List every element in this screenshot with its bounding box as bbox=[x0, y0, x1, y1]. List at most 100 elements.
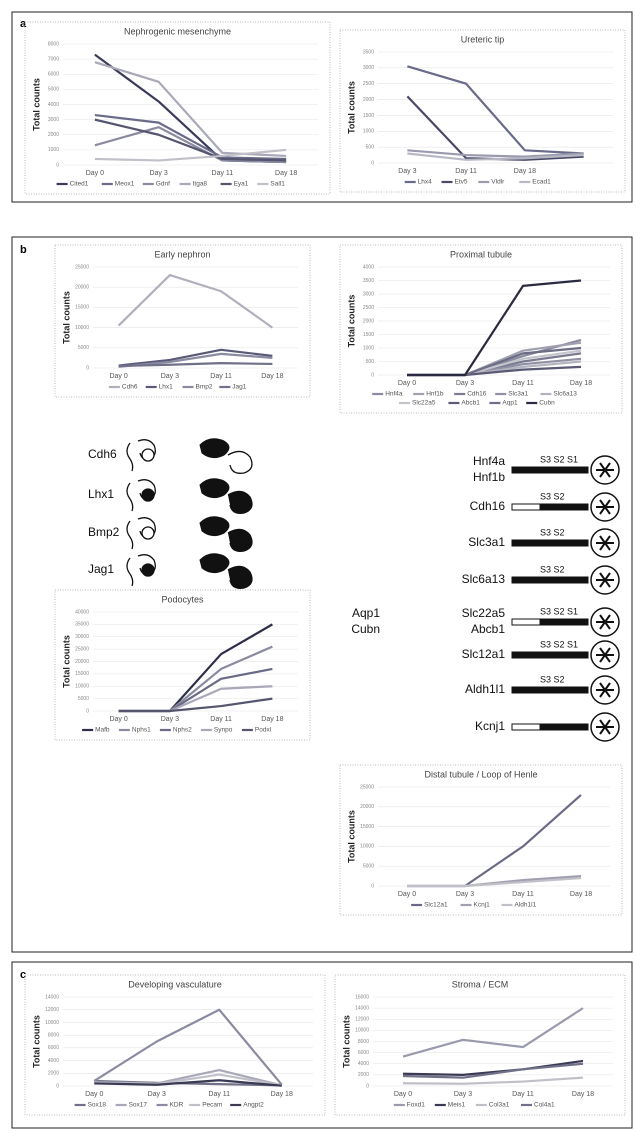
y-tick-label: 4000 bbox=[358, 1061, 369, 1067]
legend-label: Ecad1 bbox=[532, 179, 551, 186]
chart-frame bbox=[339, 29, 626, 193]
x-tick-label: Day 18 bbox=[261, 373, 283, 380]
legend-label: Hnf1b bbox=[426, 391, 444, 398]
y-tick-label: 1000 bbox=[48, 147, 59, 153]
sshape-body bbox=[199, 478, 230, 499]
x-tick-label: Day 18 bbox=[271, 1091, 293, 1098]
legend-label: Jag1 bbox=[232, 384, 246, 391]
legend-label: Pecam bbox=[202, 1102, 222, 1109]
data-line bbox=[402, 1059, 584, 1076]
legend-label: Angpt2 bbox=[243, 1102, 264, 1109]
legend-label: Mafb bbox=[95, 727, 110, 734]
y-tick-label: 6000 bbox=[48, 72, 59, 78]
x-tick-label: Day 18 bbox=[570, 380, 592, 387]
x-tick-label: Day 3 bbox=[149, 170, 167, 177]
x-tick-label: Day 11 bbox=[512, 380, 534, 387]
gene-label: Aqp1 bbox=[352, 606, 380, 620]
y-tick-label: 3000 bbox=[363, 65, 374, 71]
data-line bbox=[407, 152, 584, 161]
y-tick-label: 5000 bbox=[48, 87, 59, 93]
x-tick-label: Day 18 bbox=[275, 170, 297, 177]
segment-label: S3 S2 S1 bbox=[540, 606, 578, 616]
legend-label: Meis1 bbox=[448, 1102, 466, 1109]
legend-label: Slc6a13 bbox=[553, 391, 577, 398]
y-tick-label: 0 bbox=[86, 365, 89, 371]
y-tick-label: 2000 bbox=[363, 97, 374, 103]
y-tick-label: 1500 bbox=[363, 113, 374, 119]
chart-frame bbox=[339, 764, 623, 916]
y-tick-label: 20000 bbox=[75, 285, 89, 291]
y-tick-label: 500 bbox=[366, 359, 375, 365]
nephron-drawing bbox=[126, 439, 156, 472]
legend-label: Meox1 bbox=[115, 181, 135, 188]
y-tick-label: 4000 bbox=[48, 102, 59, 108]
chart-title: Distal tubule / Loop of Henle bbox=[424, 769, 537, 779]
chart-frame bbox=[339, 244, 623, 414]
glomerulus-tree bbox=[596, 614, 614, 630]
data-line bbox=[93, 1008, 283, 1086]
panel-label: a bbox=[20, 18, 27, 30]
segment-label: S3 S2 bbox=[540, 491, 565, 501]
data-line bbox=[407, 279, 582, 377]
legend-label: Cdh6 bbox=[122, 384, 138, 391]
data-line bbox=[407, 149, 584, 158]
x-tick-label: Day 0 bbox=[109, 716, 127, 723]
nephron-drawing bbox=[199, 553, 253, 589]
gene-label: Slc22a5 bbox=[462, 606, 506, 620]
legend-label: Nphs2 bbox=[173, 727, 192, 734]
legend-label: KDR bbox=[170, 1102, 184, 1109]
legend-label: Sox17 bbox=[129, 1102, 148, 1109]
data-line bbox=[118, 697, 273, 713]
gene-label: Slc12a1 bbox=[462, 647, 506, 661]
y-tick-label: 0 bbox=[86, 708, 89, 714]
sshape-tail bbox=[227, 490, 253, 514]
sshape-body bbox=[199, 516, 230, 537]
y-tick-label: 0 bbox=[371, 160, 374, 166]
y-tick-label: 25000 bbox=[360, 784, 374, 790]
vesicle bbox=[141, 488, 155, 502]
tubule-bar bbox=[539, 723, 589, 731]
y-tick-label: 20000 bbox=[75, 659, 89, 665]
y-axis-label: Total counts bbox=[346, 810, 356, 863]
segment-label: S3 S2 S1 bbox=[540, 639, 578, 649]
tubule-bar bbox=[539, 618, 589, 626]
y-tick-label: 25000 bbox=[75, 264, 89, 270]
y-tick-label: 14000 bbox=[45, 994, 59, 1000]
y-tick-label: 0 bbox=[56, 162, 59, 168]
y-tick-label: 2000 bbox=[48, 132, 59, 138]
y-axis-label: Total counts bbox=[341, 1015, 351, 1068]
data-line bbox=[94, 118, 287, 162]
data-line bbox=[94, 148, 287, 162]
data-line bbox=[94, 1079, 282, 1087]
chart-frame bbox=[24, 21, 331, 195]
gene-label: Kcnj1 bbox=[475, 719, 505, 733]
y-tick-label: 2000 bbox=[363, 318, 374, 324]
chart-title: Early nephron bbox=[154, 249, 210, 259]
sshape-tail bbox=[227, 528, 253, 552]
nephron-drawing bbox=[199, 438, 253, 474]
legend-label: Slc22a5 bbox=[412, 400, 436, 407]
vesicle bbox=[141, 526, 155, 540]
y-axis-label: Total counts bbox=[61, 291, 71, 344]
y-tick-label: 500 bbox=[366, 144, 375, 150]
y-tick-label: 1000 bbox=[363, 345, 374, 351]
x-tick-label: Day 11 bbox=[212, 170, 234, 177]
chart-title: Nephrogenic mesenchyme bbox=[124, 26, 231, 36]
segment-label: S3 S2 bbox=[540, 527, 565, 537]
chart-frame bbox=[24, 974, 326, 1116]
legend-label: Aldh1l1 bbox=[515, 902, 537, 909]
data-line bbox=[406, 95, 584, 161]
chart-frame bbox=[54, 589, 311, 741]
y-tick-label: 35000 bbox=[75, 622, 89, 628]
gene-label: Cubn bbox=[351, 622, 380, 636]
y-tick-label: 8000 bbox=[358, 1039, 369, 1045]
gene-label: Jag1 bbox=[88, 562, 114, 576]
legend-label: Lhx4 bbox=[418, 179, 432, 186]
data-line bbox=[94, 126, 287, 164]
x-tick-label: Day 0 bbox=[394, 1091, 412, 1098]
tubule-bar bbox=[539, 539, 589, 547]
y-tick-label: 2000 bbox=[358, 1072, 369, 1078]
data-line bbox=[402, 1076, 584, 1085]
y-tick-label: 7000 bbox=[48, 56, 59, 62]
legend-label: Sox18 bbox=[88, 1102, 107, 1109]
